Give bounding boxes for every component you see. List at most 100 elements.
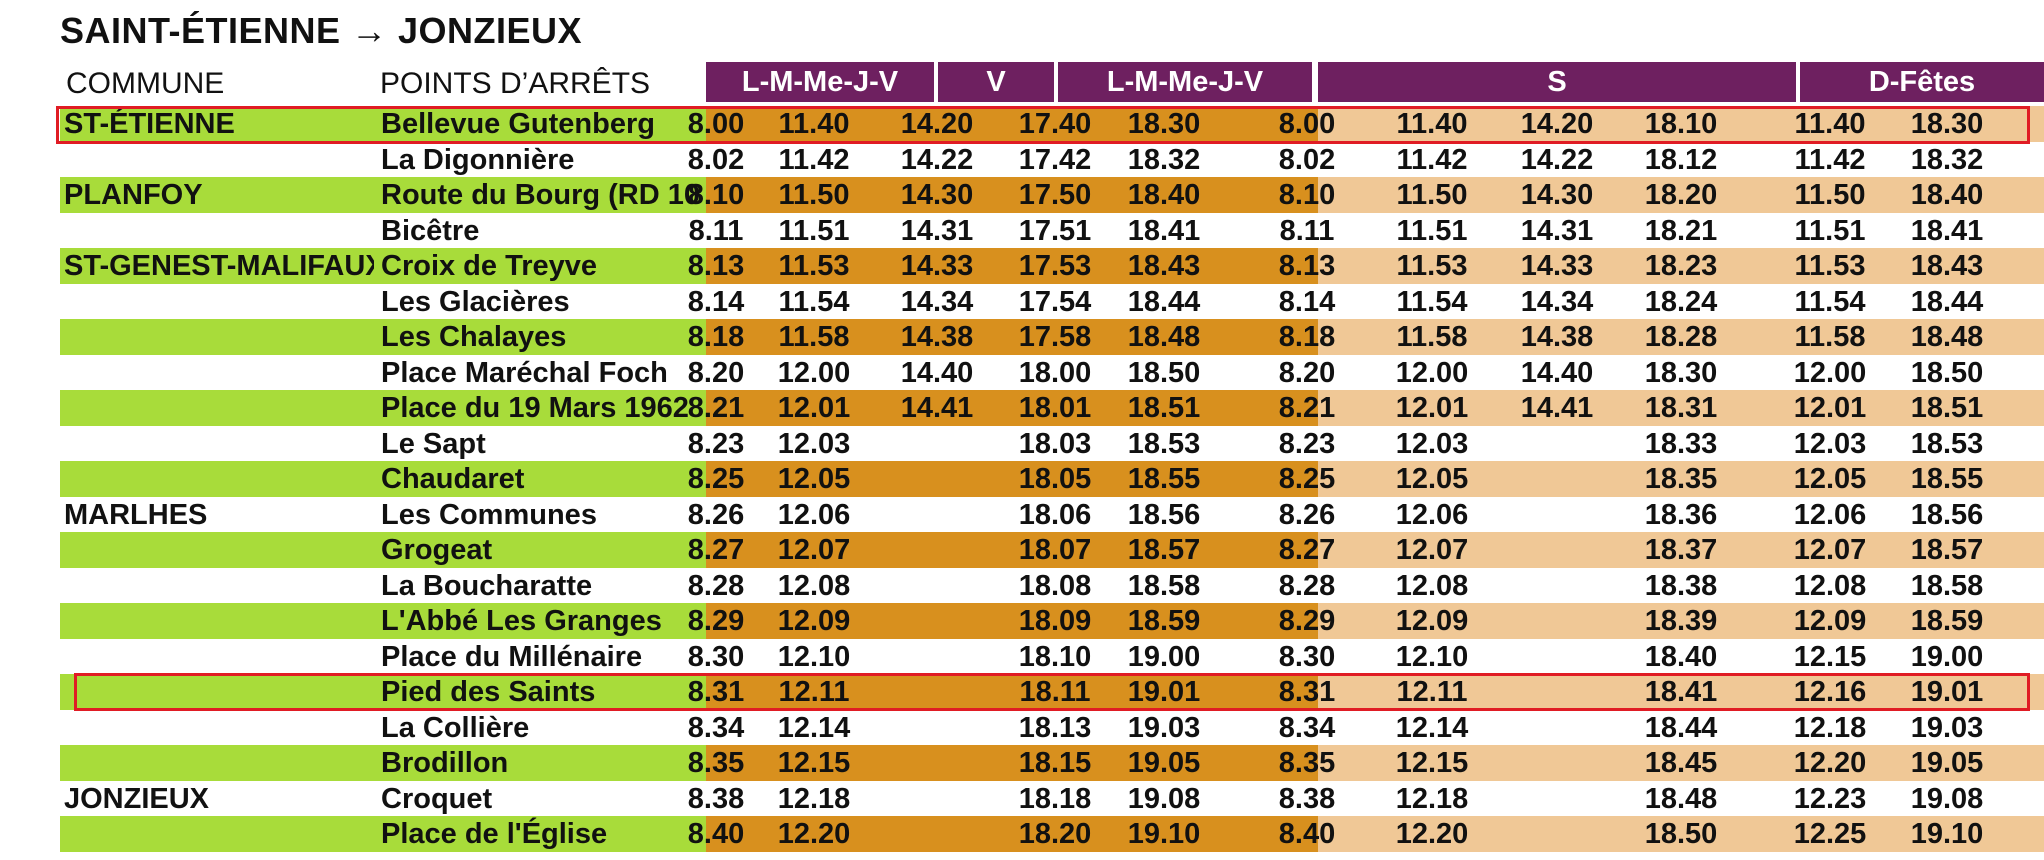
time-cell: 12.06 [1395, 498, 1469, 531]
time-cell: 12.18 [1793, 711, 1867, 744]
time-cell: 18.41 [1644, 676, 1718, 708]
time-cell: 8.10 [687, 179, 745, 211]
time-cell [1496, 639, 1618, 675]
time-cell: 12.01 [777, 392, 851, 424]
table-row: JONZIEUX Croquet 8.38 12.18 18.18 19.08 8.38 12… [60, 781, 2044, 817]
commune-cell [64, 426, 374, 462]
time-cell: 12.15 [1793, 640, 1867, 673]
time-cell: 8.40 [1278, 818, 1336, 850]
time-cell: 12.05 [1793, 463, 1867, 495]
time-cell: 8.00 [687, 108, 745, 140]
time-cell: 18.50 [1910, 356, 1984, 389]
time-cell: 12.07 [1793, 534, 1867, 566]
time-cell: 12.20 [1793, 747, 1867, 779]
time-cell: 12.00 [1793, 356, 1867, 389]
commune-cell [64, 710, 374, 746]
time-cell: 18.28 [1644, 321, 1718, 353]
commune-cell: ST-GENEST-MALIFAUX [64, 250, 374, 282]
stop-cell: Croquet [381, 782, 493, 815]
time-cell: 18.08 [1018, 569, 1092, 602]
table-row: Les Chalayes 8.18 11.58 14.38 17.58 18.48 8.18… [60, 319, 2044, 355]
time-cell: 17.51 [1018, 214, 1092, 247]
header-friday: V [938, 62, 1054, 102]
time-cell: 8.29 [687, 605, 745, 637]
stop-cell: La Digonnière [381, 143, 575, 176]
row-weekend-band [1318, 816, 2044, 852]
time-cell [1496, 781, 1618, 817]
time-cell: 18.33 [1644, 427, 1718, 460]
time-cell: 19.03 [1910, 711, 1984, 744]
row-green-band [60, 106, 706, 142]
time-cell: 8.35 [687, 747, 745, 779]
table-row: ST-ÉTIENNE Bellevue Gutenberg 8.00 11.40 14.… [60, 106, 2044, 142]
row-green-band [60, 248, 706, 284]
time-cell: 8.30 [687, 640, 745, 673]
time-cell: 8.34 [1278, 711, 1336, 744]
row-weekday-band [706, 674, 1372, 710]
time-cell: 8.38 [687, 782, 745, 815]
table-row: PLANFOY Route du Bourg (RD 10 8.10 11.50 14.… [60, 177, 2044, 213]
table-row: La Collière 8.34 12.14 18.13 19.03 8.34 12.14 1… [60, 710, 2044, 746]
time-cell [1496, 745, 1618, 781]
time-cell: 8.28 [687, 569, 745, 602]
time-cell: 12.01 [1793, 392, 1867, 424]
time-cell [876, 532, 998, 568]
stop-cell: Les Communes [381, 498, 597, 531]
time-cell: 12.03 [1793, 427, 1867, 460]
commune-cell [64, 355, 374, 391]
time-cell: 18.10 [1018, 640, 1092, 673]
time-cell: 12.20 [1395, 818, 1469, 850]
time-cell: 18.06 [1018, 498, 1092, 531]
time-cell: 8.02 [687, 143, 745, 176]
time-cell: 14.34 [1520, 285, 1594, 318]
time-cell: 8.26 [1278, 498, 1336, 531]
stop-cell: L'Abbé Les Granges [381, 605, 662, 637]
row-weekend-band [1318, 532, 2044, 568]
time-cell: 18.44 [1910, 285, 1984, 318]
time-cell: 18.32 [1127, 143, 1201, 176]
time-cell: 11.51 [1396, 214, 1468, 247]
time-cell: 18.07 [1018, 534, 1092, 566]
time-cell: 18.56 [1127, 498, 1201, 531]
time-cell: 8.35 [1278, 747, 1336, 779]
row-weekday-band [706, 603, 1372, 639]
time-cell: 18.03 [1018, 427, 1092, 460]
time-cell: 11.54 [778, 285, 850, 318]
commune-cell [64, 213, 374, 249]
time-cell: 11.40 [1794, 108, 1866, 140]
time-cell: 18.53 [1127, 427, 1201, 460]
time-cell: 18.09 [1018, 605, 1092, 637]
commune-cell [64, 532, 374, 568]
table-row: Place du Millénaire 8.30 12.10 18.10 19.00 8.… [60, 639, 2044, 675]
time-cell [1496, 426, 1618, 462]
stop-cell: Brodillon [381, 747, 509, 779]
time-cell: 14.30 [1520, 179, 1594, 211]
time-cell: 8.11 [688, 214, 744, 247]
time-cell: 12.23 [1793, 782, 1867, 815]
stop-cell: Chaudaret [381, 463, 525, 495]
time-cell [1496, 674, 1618, 710]
time-cell: 11.58 [1396, 321, 1468, 353]
time-cell: 18.36 [1644, 498, 1718, 531]
time-cell: 18.57 [1127, 534, 1201, 566]
stop-cell: Les Glacières [381, 285, 570, 318]
time-cell: 18.12 [1644, 143, 1718, 176]
time-cell: 8.13 [1278, 250, 1336, 282]
time-cell: 18.39 [1644, 605, 1718, 637]
time-cell [1496, 603, 1618, 639]
time-cell: 19.01 [1127, 676, 1201, 708]
time-cell: 12.00 [1395, 356, 1469, 389]
row-weekday-band [706, 248, 1372, 284]
row-weekend-band [1318, 390, 2044, 426]
time-cell: 8.27 [687, 534, 745, 566]
commune-cell: PLANFOY [64, 179, 203, 211]
time-cell: 8.34 [687, 711, 745, 744]
time-cell: 11.42 [1396, 143, 1468, 176]
time-cell: 14.41 [900, 392, 974, 424]
time-cell: 8.14 [687, 285, 745, 318]
row-weekday-band [706, 177, 1372, 213]
time-cell: 12.16 [1793, 676, 1867, 708]
row-green-band [60, 461, 706, 497]
header-weekday-1: L-M-Me-J-V [706, 62, 934, 102]
table-row: Brodillon 8.35 12.15 18.15 19.05 8.35 12.15 18.… [60, 745, 2044, 781]
